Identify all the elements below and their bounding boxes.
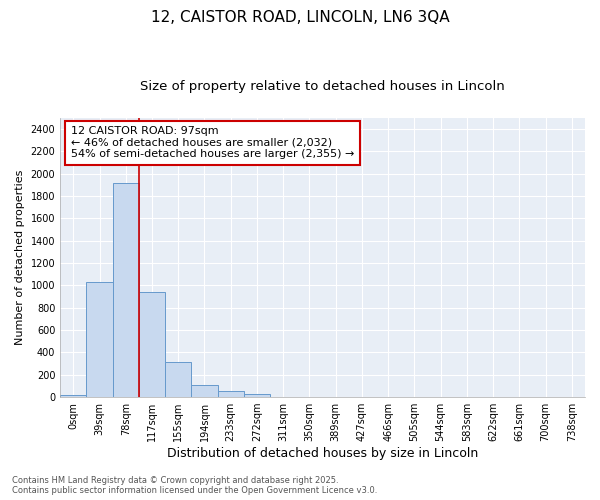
Bar <box>139 292 165 397</box>
Text: 12 CAISTOR ROAD: 97sqm
← 46% of detached houses are smaller (2,032)
54% of semi-: 12 CAISTOR ROAD: 97sqm ← 46% of detached… <box>71 126 354 160</box>
X-axis label: Distribution of detached houses by size in Lincoln: Distribution of detached houses by size … <box>167 447 478 460</box>
Text: Contains HM Land Registry data © Crown copyright and database right 2025.
Contai: Contains HM Land Registry data © Crown c… <box>12 476 377 495</box>
Bar <box>191 386 218 397</box>
Bar <box>244 394 270 397</box>
Bar <box>218 392 244 397</box>
Y-axis label: Number of detached properties: Number of detached properties <box>15 170 25 345</box>
Bar <box>86 282 113 397</box>
Title: Size of property relative to detached houses in Lincoln: Size of property relative to detached ho… <box>140 80 505 93</box>
Bar <box>165 362 191 397</box>
Text: 12, CAISTOR ROAD, LINCOLN, LN6 3QA: 12, CAISTOR ROAD, LINCOLN, LN6 3QA <box>151 10 449 25</box>
Bar <box>60 396 86 397</box>
Bar <box>113 182 139 397</box>
